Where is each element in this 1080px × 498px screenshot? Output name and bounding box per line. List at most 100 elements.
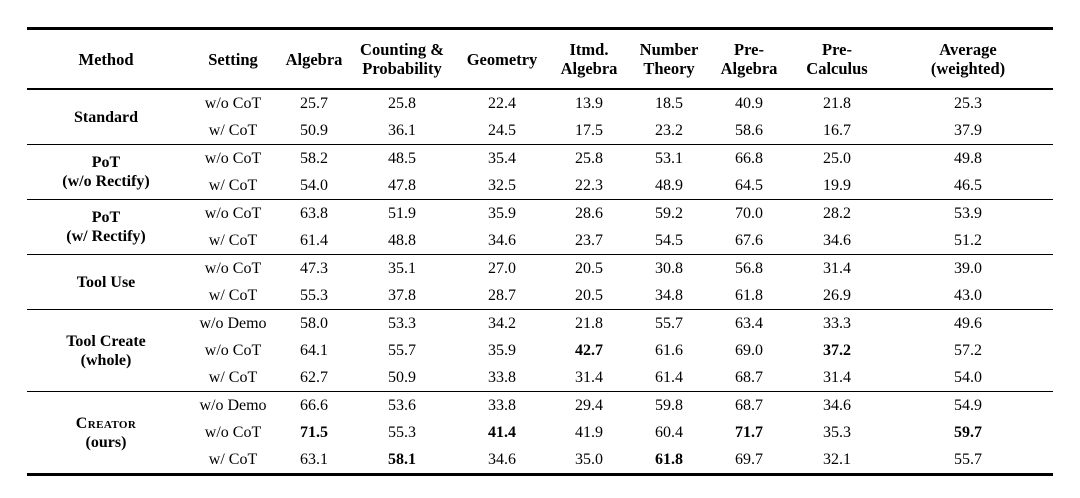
value-cell: 48.8 [388, 232, 416, 249]
column-header-algebra: Algebra [281, 28, 347, 90]
value-cell: 55.7 [954, 451, 982, 468]
column-header-itmd-algebra: Itmd. Algebra [547, 28, 631, 90]
setting-cell: w/ CoT [208, 287, 258, 304]
column-header-number-theory: Number Theory [631, 28, 707, 90]
method-group-standard: Standard w/o CoT 25.7 25.8 22.4 13.9 18.… [27, 89, 1053, 145]
value-cell: 41.4 [488, 424, 516, 441]
value-cell: 61.6 [655, 342, 683, 359]
value-cell: 59.7 [954, 424, 982, 441]
table-row: PoT (w/ Rectify) w/o CoT 63.8 51.9 35.9 … [27, 200, 1053, 245]
setting-cell: w/ CoT [208, 122, 258, 139]
value-cell: 54.5 [655, 232, 683, 249]
setting-cell: w/o CoT [204, 150, 262, 167]
value-cell: 62.7 [300, 369, 328, 386]
value-cell: 55.7 [655, 315, 683, 332]
method-group-tool-create-whole: Tool Create (whole) w/o Demo 58.0 53.3 3… [27, 309, 1053, 392]
value-cell: 58.2 [300, 150, 328, 167]
method-label: Tool Use [27, 255, 185, 310]
value-cell: 66.6 [300, 397, 328, 414]
column-header-geometry: Geometry [457, 28, 547, 90]
value-cell: 58.6 [735, 122, 763, 139]
setting-cell: w/o CoT [204, 260, 262, 277]
value-cell: 53.6 [388, 397, 416, 414]
method-name: Standard [73, 108, 139, 126]
value-cell: 29.4 [575, 397, 603, 414]
method-group-creator-ours: Creator (ours) w/o Demo 66.6 53.6 33.8 2… [27, 391, 1053, 475]
setting-cell: w/ CoT [208, 232, 258, 249]
table-row: w/ CoT 50.9 36.1 24.5 17.5 23.2 58.6 16.… [27, 117, 1053, 145]
value-cell: 25.8 [388, 95, 416, 112]
value-cell: 67.6 [735, 232, 763, 249]
value-cell: 18.5 [655, 95, 683, 112]
value-cell: 28.6 [575, 205, 603, 222]
setting-cell: w/ CoT [208, 177, 258, 194]
value-cell: 48.9 [655, 177, 683, 194]
method-group-pot-w-rectify: PoT (w/ Rectify) w/o CoT 63.8 51.9 35.9 … [27, 199, 1053, 255]
table-row: w/ CoT 54.0 47.8 32.5 22.3 48.9 64.5 19.… [27, 172, 1053, 200]
value-cell: 61.4 [655, 369, 683, 386]
value-cell: 71.5 [300, 424, 328, 441]
setting-cell: w/o CoT [204, 424, 262, 441]
value-cell: 34.6 [488, 232, 516, 249]
value-cell: 37.8 [388, 287, 416, 304]
table-row: Creator (ours) w/o Demo 66.6 53.6 33.8 2… [27, 392, 1053, 451]
value-cell: 35.9 [488, 205, 516, 222]
results-table: Method Setting Algebra Counting & Probab… [27, 27, 1053, 476]
value-cell: 63.4 [735, 315, 763, 332]
column-header-setting: Setting [185, 28, 281, 90]
value-cell: 42.7 [575, 342, 603, 359]
value-cell: 25.8 [575, 150, 603, 167]
value-cell: 24.5 [488, 122, 516, 139]
value-cell: 25.0 [823, 150, 851, 167]
value-cell: 16.7 [823, 122, 851, 139]
value-cell: 37.2 [823, 342, 851, 359]
method-name: Creator [75, 414, 137, 432]
value-cell: 32.1 [823, 451, 851, 468]
method-subtitle: (w/o Rectify) [62, 173, 150, 190]
value-cell: 17.5 [575, 122, 603, 139]
table-row: Tool Create (whole) w/o Demo 58.0 53.3 3… [27, 310, 1053, 369]
table-row: w/ CoT 63.1 58.1 34.6 35.0 61.8 69.7 32.… [27, 446, 1053, 475]
value-cell: 54.0 [300, 177, 328, 194]
value-cell: 35.3 [823, 424, 851, 441]
value-cell: 22.3 [575, 177, 603, 194]
value-cell: 23.7 [575, 232, 603, 249]
value-cell: 70.0 [735, 205, 763, 222]
column-header-pre-algebra: Pre- Algebra [707, 28, 791, 90]
value-cell: 26.9 [823, 287, 851, 304]
table-row: w/o CoT 71.5 55.3 41.4 41.9 60.4 71.7 35… [27, 419, 1053, 446]
value-cell: 50.9 [300, 122, 328, 139]
value-cell: 39.0 [954, 260, 982, 277]
value-cell: 59.2 [655, 205, 683, 222]
table-row: w/ CoT 62.7 50.9 33.8 31.4 61.4 68.7 31.… [27, 364, 1053, 392]
value-cell: 34.2 [488, 315, 516, 332]
value-cell: 34.6 [823, 232, 851, 249]
setting-cell: w/ CoT [208, 369, 258, 386]
value-cell: 55.7 [388, 342, 416, 359]
value-cell: 33.3 [823, 315, 851, 332]
value-cell: 37.9 [954, 122, 982, 139]
value-cell: 41.9 [575, 424, 603, 441]
value-cell: 33.8 [488, 369, 516, 386]
header-row: Method Setting Algebra Counting & Probab… [27, 28, 1053, 90]
method-name: PoT [91, 209, 121, 226]
method-name: Tool Create [66, 332, 146, 350]
value-cell: 47.8 [388, 177, 416, 194]
method-label: Standard [27, 89, 185, 145]
column-header-average: Average (weighted) [883, 28, 1053, 90]
setting-cell: w/o CoT [204, 342, 262, 359]
value-cell: 20.5 [575, 260, 603, 277]
value-cell: 53.3 [388, 315, 416, 332]
value-cell: 31.4 [823, 369, 851, 386]
setting-cell: w/o Demo [199, 315, 267, 332]
value-cell: 54.0 [954, 369, 982, 386]
column-header-counting-probability: Counting & Probability [347, 28, 457, 90]
value-cell: 54.9 [954, 397, 982, 414]
value-cell: 59.8 [655, 397, 683, 414]
value-cell: 34.8 [655, 287, 683, 304]
value-cell: 58.1 [388, 451, 416, 468]
method-label: PoT (w/o Rectify) [27, 145, 185, 200]
method-label: PoT (w/ Rectify) [27, 200, 185, 255]
value-cell: 53.9 [954, 205, 982, 222]
value-cell: 43.0 [954, 287, 982, 304]
